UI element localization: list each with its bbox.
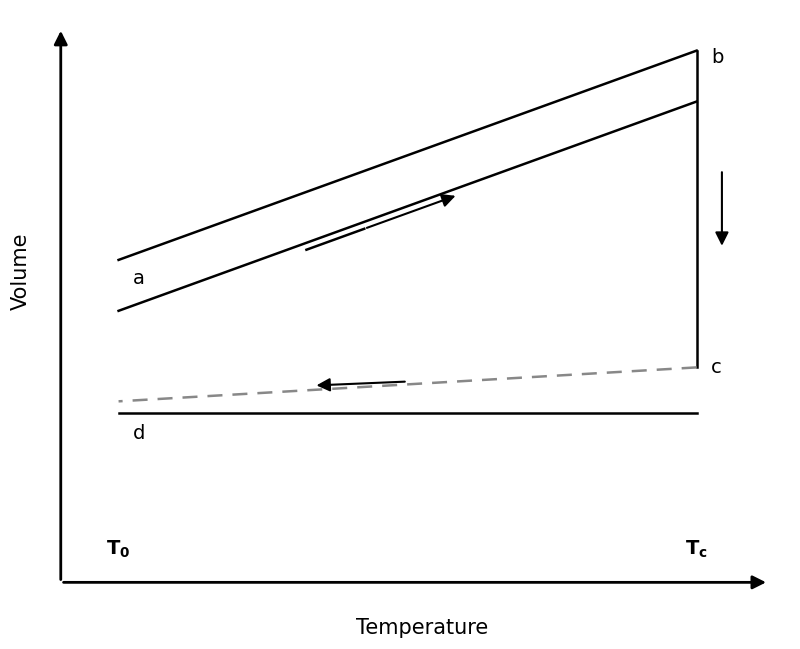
Text: Temperature: Temperature [356,618,488,637]
Text: $\mathbf{T_c}$: $\mathbf{T_c}$ [686,539,708,559]
Text: d: d [133,424,146,443]
Text: a: a [133,269,145,288]
Text: b: b [711,48,723,67]
Text: Volume: Volume [11,232,31,310]
Text: $\mathbf{T_0}$: $\mathbf{T_0}$ [106,539,130,559]
Text: c: c [711,358,722,377]
